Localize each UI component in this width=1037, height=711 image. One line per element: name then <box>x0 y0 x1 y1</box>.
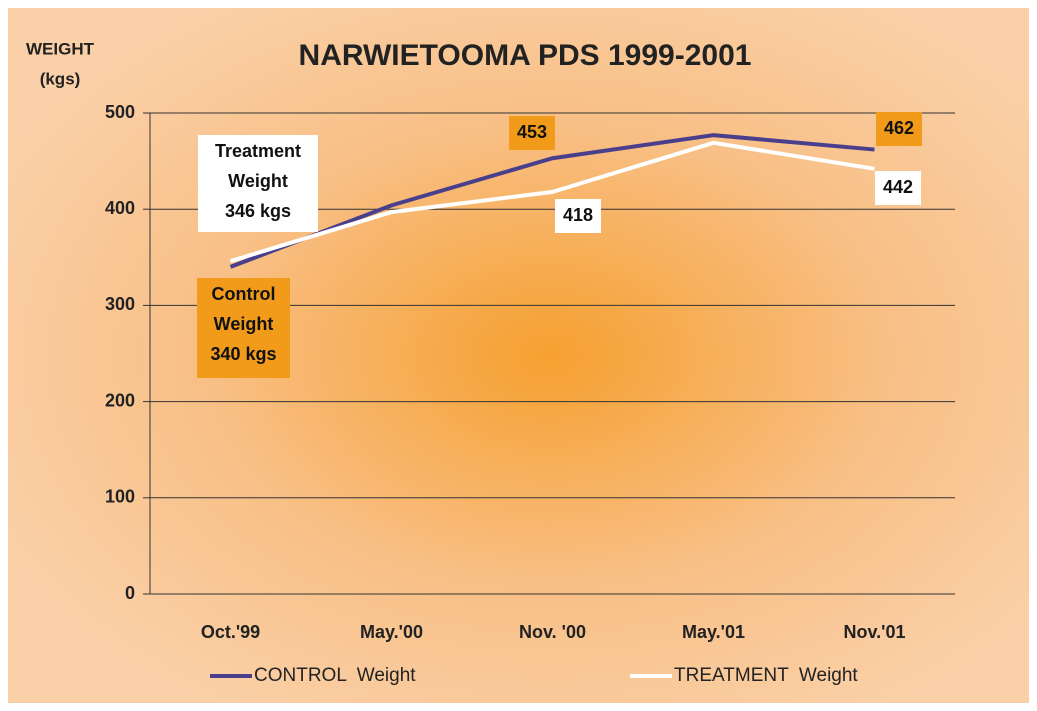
x-tick-label: Nov. '00 <box>519 622 586 642</box>
legend-label: TREATMENT Weight <box>674 665 858 686</box>
y-tick-label: 200 <box>105 390 135 410</box>
y-tick-label: 500 <box>105 102 135 122</box>
x-tick-label: Oct.'99 <box>201 622 260 642</box>
y-axis-label: (kgs) <box>40 69 81 88</box>
data-label-box <box>555 199 601 233</box>
data-label-box <box>509 116 555 150</box>
x-tick-label: May.'01 <box>682 622 745 642</box>
data-label: 453 <box>517 122 547 142</box>
annotation: Control <box>212 284 276 304</box>
legend-label: CONTROL Weight <box>254 665 416 686</box>
annotation: Weight <box>214 314 274 334</box>
y-tick-label: 0 <box>125 583 135 603</box>
data-label: 418 <box>563 205 593 225</box>
annotation: Treatment <box>215 141 301 161</box>
annotation: 346 kgs <box>225 201 291 221</box>
data-label: 462 <box>884 118 914 138</box>
series-line <box>229 133 875 269</box>
y-tick-label: 300 <box>105 294 135 314</box>
x-tick-label: Nov.'01 <box>844 622 906 642</box>
annotation-box <box>198 135 318 232</box>
x-tick-label: May.'00 <box>360 622 423 642</box>
annotation-box <box>197 278 290 378</box>
annotation: Weight <box>228 171 288 191</box>
data-label: 442 <box>883 177 913 197</box>
background <box>8 8 1029 703</box>
data-label-box <box>876 112 922 146</box>
chart-title: NARWIETOOMA PDS 1999-2001 <box>299 39 752 72</box>
series-line <box>229 140 875 264</box>
data-label-box <box>875 171 921 205</box>
y-tick-label: 100 <box>105 487 135 507</box>
y-tick-label: 400 <box>105 198 135 218</box>
annotation: 340 kgs <box>210 344 276 364</box>
y-axis-label: WEIGHT <box>26 39 95 58</box>
